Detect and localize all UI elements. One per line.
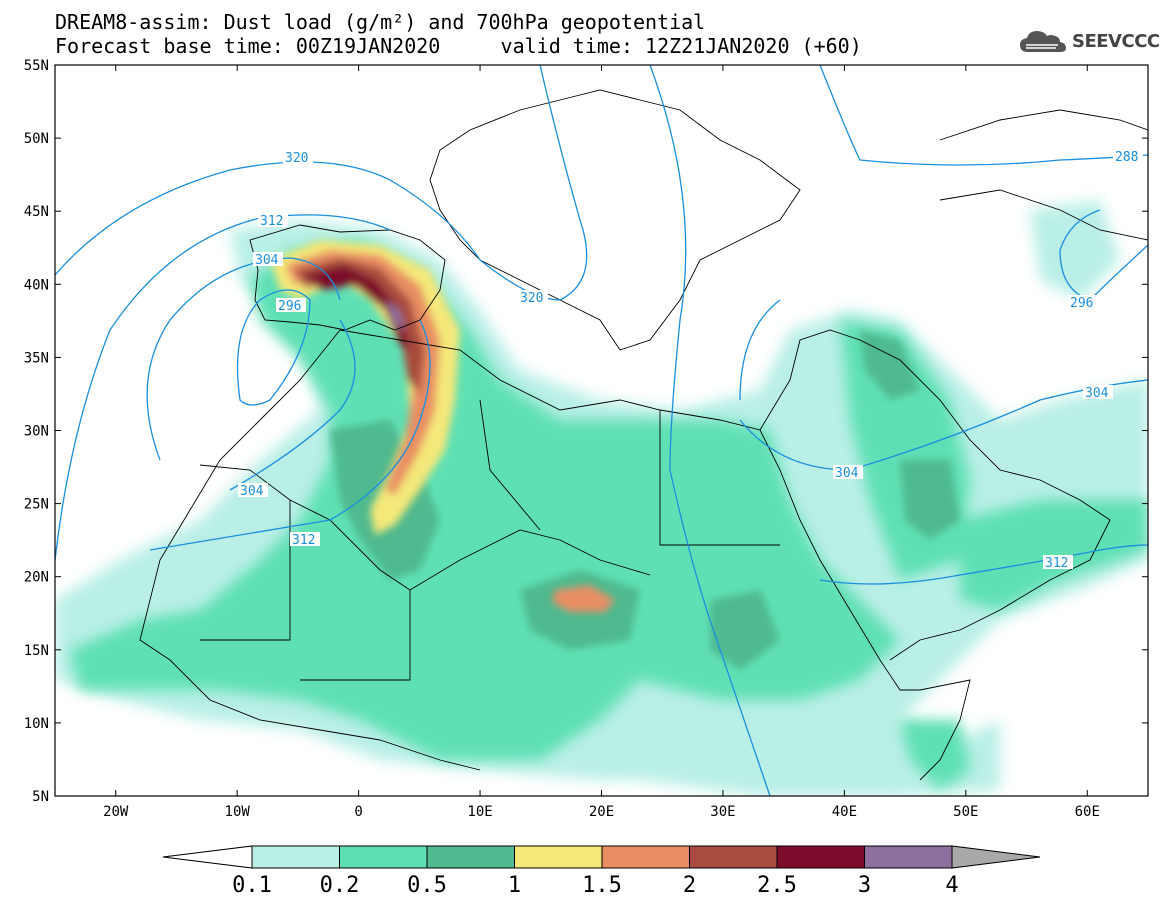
contour-label: 320	[520, 291, 543, 306]
colorbar-label: 2	[683, 873, 696, 898]
contour-304-mid	[739, 299, 781, 401]
lat-label: 25N	[24, 497, 49, 513]
lon-label: 20W	[103, 804, 129, 820]
contour-label: 304	[240, 484, 264, 499]
lon-label: 10E	[467, 804, 492, 820]
latitude-axis: 55N 50N 45N 40N 35N 30N 25N 20N 15N 10N 5N	[24, 58, 1148, 805]
colorbar: 0.1 0.2 0.5 1 1.5 2 2.5 3 4	[162, 845, 1041, 898]
country-borders	[200, 399, 780, 681]
geopotential-contours	[55, 65, 1148, 796]
lon-label: 0	[354, 804, 362, 820]
cloud-icon	[1020, 31, 1066, 52]
contour-label: 296	[1070, 296, 1093, 311]
contour-296-east	[1059, 209, 1148, 301]
valid-time: valid time: 12Z21JAN2020 (+60)	[500, 34, 862, 58]
forecast-base-time: Forecast base time: 00Z19JAN2020	[55, 34, 441, 58]
contour-label: 288	[1115, 150, 1138, 165]
lon-label: 10W	[225, 804, 251, 820]
contour-304-west	[146, 257, 341, 461]
contour-296	[236, 289, 311, 406]
colorbar-upper-arrow	[951, 845, 1041, 869]
colorbar-segment	[426, 845, 515, 869]
lat-label: 35N	[24, 350, 49, 366]
contour-label: 304	[255, 253, 279, 268]
contour-312-east	[819, 544, 1148, 585]
colorbar-label: 0.5	[407, 873, 447, 898]
lat-label: 15N	[24, 643, 49, 659]
lat-label: 55N	[24, 58, 49, 74]
lat-label: 10N	[24, 716, 49, 732]
longitude-axis: 20W 10W 0 10E 20E 30E 40E 50E 60E	[103, 65, 1100, 820]
colorbar-label: 1	[508, 873, 521, 898]
colorbar-label: 2.5	[757, 873, 797, 898]
dust-field	[55, 200, 1148, 796]
colorbar-label: 0.1	[232, 873, 272, 898]
colorbar-segment	[514, 845, 603, 869]
colorbar-segment	[601, 845, 690, 869]
contour-312-west	[55, 214, 391, 561]
map-title: DREAM8-assim: Dust load (g/m²) and 700hP…	[55, 10, 706, 34]
contour-label: 296	[278, 299, 301, 314]
lon-label: 50E	[953, 804, 978, 820]
colorbar-segment	[776, 845, 865, 869]
colorbar-lower-arrow	[162, 845, 253, 869]
lon-label: 20E	[589, 804, 614, 820]
europe-outline	[429, 89, 801, 351]
lon-label: 30E	[710, 804, 735, 820]
map-subtitle: Forecast base time: 00Z19JAN2020 valid t…	[55, 34, 862, 58]
contour-320	[55, 65, 588, 301]
lat-label: 40N	[24, 277, 49, 293]
colorbar-segment	[864, 845, 953, 869]
contour-label: 312	[1045, 556, 1068, 571]
lon-label: 60E	[1075, 804, 1100, 820]
west-africa-coast	[139, 329, 481, 771]
contour-320-east	[649, 65, 771, 796]
logo-text: SEEVCCC	[1072, 30, 1160, 52]
lat-label: 50N	[24, 131, 49, 147]
contour-label: 312	[260, 214, 283, 229]
lat-label: 5N	[32, 789, 49, 805]
lat-label: 20N	[24, 570, 49, 586]
dust-plume-high	[270, 240, 615, 612]
lon-label: 40E	[832, 804, 857, 820]
contour-312-south	[149, 319, 431, 551]
contour-label: 304	[1085, 386, 1109, 401]
contour-288	[819, 65, 1148, 166]
colorbar-segment	[689, 845, 778, 869]
coastlines-borders	[139, 89, 1148, 781]
iberia-outline	[249, 224, 446, 331]
colorbar-label: 3	[858, 873, 871, 898]
colorbar-segment	[339, 845, 428, 869]
contour-labels: 320 312 304 296 320 288 296 304 304 304 …	[238, 149, 1143, 571]
lat-label: 45N	[24, 204, 49, 220]
north-africa-coast	[339, 329, 971, 781]
central-asia-borders	[939, 109, 1148, 241]
lat-label: 30N	[24, 424, 49, 440]
contour-label: 312	[292, 533, 315, 548]
colorbar-segment	[251, 845, 340, 869]
colorbar-label: 4	[945, 873, 958, 898]
contour-label: 320	[285, 151, 308, 166]
seevccc-logo: SEEVCCC	[1018, 28, 1160, 54]
colorbar-label: 0.2	[320, 873, 360, 898]
contour-304-inner	[229, 319, 356, 491]
arabia-outline	[759, 329, 1111, 661]
colorbar-label: 1.5	[582, 873, 622, 898]
contour-label: 304	[835, 466, 859, 481]
